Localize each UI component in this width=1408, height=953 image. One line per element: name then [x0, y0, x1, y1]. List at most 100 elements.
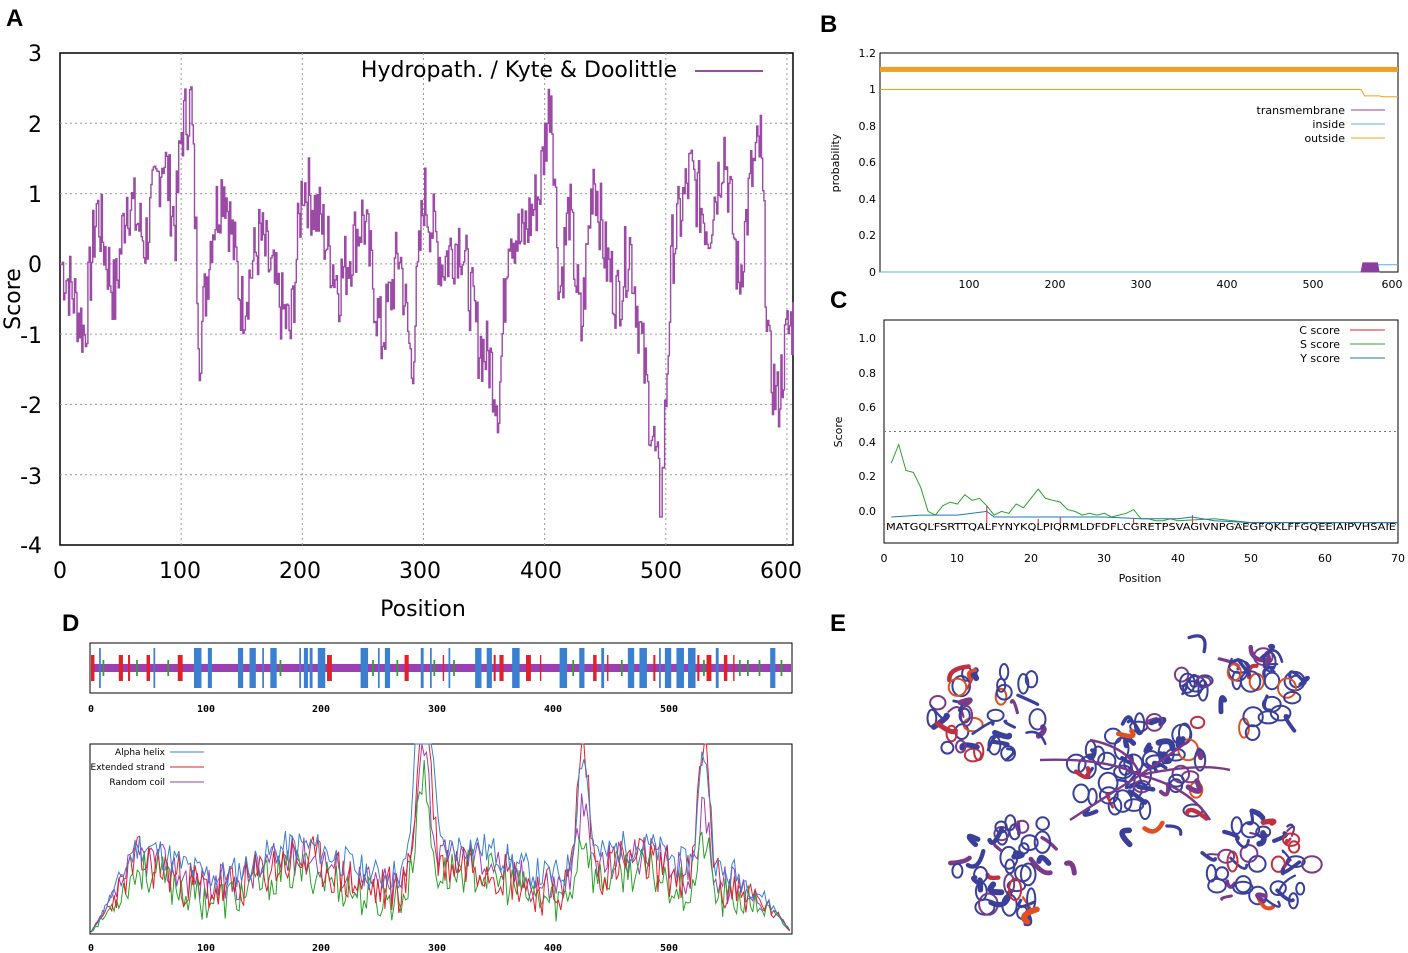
e-beta-strand	[1255, 892, 1268, 904]
d-turn-segment	[433, 660, 436, 676]
e-helix-coil	[1133, 712, 1146, 736]
e-beta-strand	[1288, 670, 1307, 685]
e-helix-coil	[1269, 704, 1292, 722]
e-beta-strand	[1281, 849, 1292, 862]
e-helix-coil	[1193, 748, 1207, 772]
b-ylabel: probability	[829, 133, 842, 192]
e-beta-strand	[1264, 897, 1281, 908]
e-beta-strand	[1220, 894, 1233, 901]
e-beta-strand	[1256, 830, 1267, 847]
d-helix-segment	[270, 648, 277, 688]
e-beta-strand	[1278, 874, 1297, 892]
e-beta-strand	[1218, 695, 1228, 715]
d-strand-segment	[404, 655, 409, 681]
d-strand-segment	[526, 655, 531, 681]
e-beta-strand	[966, 833, 981, 848]
c-xtick-label: 30	[1097, 552, 1111, 565]
e-helix-coil	[1282, 832, 1301, 847]
c-legend-y: Y score	[1299, 352, 1340, 365]
panel-a-yticks: 3 2 1 0 -1 -2 -3 -4	[20, 42, 42, 559]
c-ytick-label: 0.4	[859, 436, 877, 449]
d-helix-segment	[207, 648, 212, 688]
e-beta-strand	[1004, 747, 1015, 762]
e-helix-coil	[1301, 855, 1323, 874]
e-helix-coil	[1262, 651, 1277, 673]
panel-label-d: D	[62, 610, 79, 637]
e-helix-coil	[1026, 887, 1037, 912]
d-helix-segment	[627, 648, 635, 688]
e-helix-coil	[1287, 840, 1301, 854]
d-strand-segment	[593, 655, 597, 681]
d-track-xtick-label: 0	[88, 704, 94, 715]
b-xtick-label: 600	[1382, 278, 1403, 291]
d-strand-segment	[697, 655, 700, 681]
e-beta-strand	[1025, 730, 1047, 746]
b-inside-line	[880, 264, 1398, 273]
e-beta-strand	[929, 704, 947, 721]
d-helix-segment	[512, 648, 520, 688]
e-helix-coil	[1097, 771, 1119, 795]
d-legend-strand: Extended strand	[91, 763, 165, 773]
e-helix-coil	[947, 677, 968, 697]
e-helix-coil	[1207, 877, 1227, 894]
e-beta-strand	[947, 664, 971, 683]
d-profile-xtick-label: 400	[544, 943, 562, 953]
e-loop	[1069, 773, 1141, 822]
e-beta-strand	[971, 720, 995, 736]
e-beta-strand	[957, 697, 973, 707]
e-helix-coil	[986, 708, 1005, 722]
e-helix-coil	[963, 747, 983, 763]
a-xtick-label: 400	[520, 559, 562, 584]
panel-c-yticks: 1.0 0.8 0.6 0.4 0.2 0.0	[859, 332, 877, 518]
e-helix-coil	[940, 740, 955, 755]
a-xtick-label: 100	[159, 559, 201, 584]
e-beta-strand	[1249, 808, 1266, 821]
e-beta-strand	[959, 742, 980, 751]
e-helix-coil	[1097, 751, 1117, 771]
c-ytick-label: 0.8	[859, 367, 877, 380]
e-beta-strand	[990, 739, 1010, 747]
c-legend-c: C score	[1299, 324, 1340, 337]
e-beta-strand	[1200, 851, 1217, 862]
e-helix-coil	[1168, 773, 1185, 788]
d-helix-segment	[249, 648, 256, 688]
d-legend-coil: Random coil	[109, 778, 165, 788]
e-beta-strand	[976, 877, 984, 893]
panel-b-yticks: 1.2 1 0.8 0.6 0.4 0.2 0	[859, 47, 877, 279]
e-helix-coil	[973, 741, 985, 762]
d-helix-segment	[317, 648, 326, 688]
e-beta-strand	[1275, 888, 1295, 903]
d-turn-segment	[572, 660, 575, 676]
e-beta-strand	[1286, 823, 1295, 828]
a-xtick-label: 0	[53, 559, 67, 584]
c-xtick-label: 40	[1171, 552, 1185, 565]
d-coil-bar	[91, 664, 791, 672]
e-beta-strand	[1009, 699, 1019, 715]
e-beta-strand	[1155, 738, 1176, 752]
c-xtick-label: 10	[950, 552, 964, 565]
d-helix-segment	[193, 648, 202, 688]
d-profile-xtick-label: 0	[88, 943, 94, 953]
panel-label-b: B	[820, 11, 837, 38]
c-ytick-label: 1.0	[859, 332, 877, 345]
e-helix-coil	[1123, 798, 1145, 812]
e-helix-coil	[958, 707, 971, 724]
d-helix-segment	[99, 648, 101, 688]
d-helix-segment	[559, 648, 568, 688]
d-turn-segment	[396, 660, 399, 676]
e-helix-coil	[1248, 672, 1265, 692]
e-helix-coil	[951, 862, 964, 879]
e-beta-strand	[1267, 649, 1284, 663]
d-track-xtick-label: 300	[428, 704, 446, 715]
e-beta-strand	[1236, 838, 1250, 849]
c-y-score-line	[891, 510, 1398, 524]
a-ytick-label: -3	[20, 465, 42, 490]
e-beta-strand	[1082, 807, 1099, 817]
e-helix-coil	[1226, 663, 1242, 682]
d-strand-segment	[128, 655, 131, 681]
e-beta-strand	[1143, 742, 1153, 754]
e-helix-coil	[994, 687, 1008, 706]
d-profile-frame	[89, 743, 793, 935]
e-beta-strand	[966, 668, 977, 681]
